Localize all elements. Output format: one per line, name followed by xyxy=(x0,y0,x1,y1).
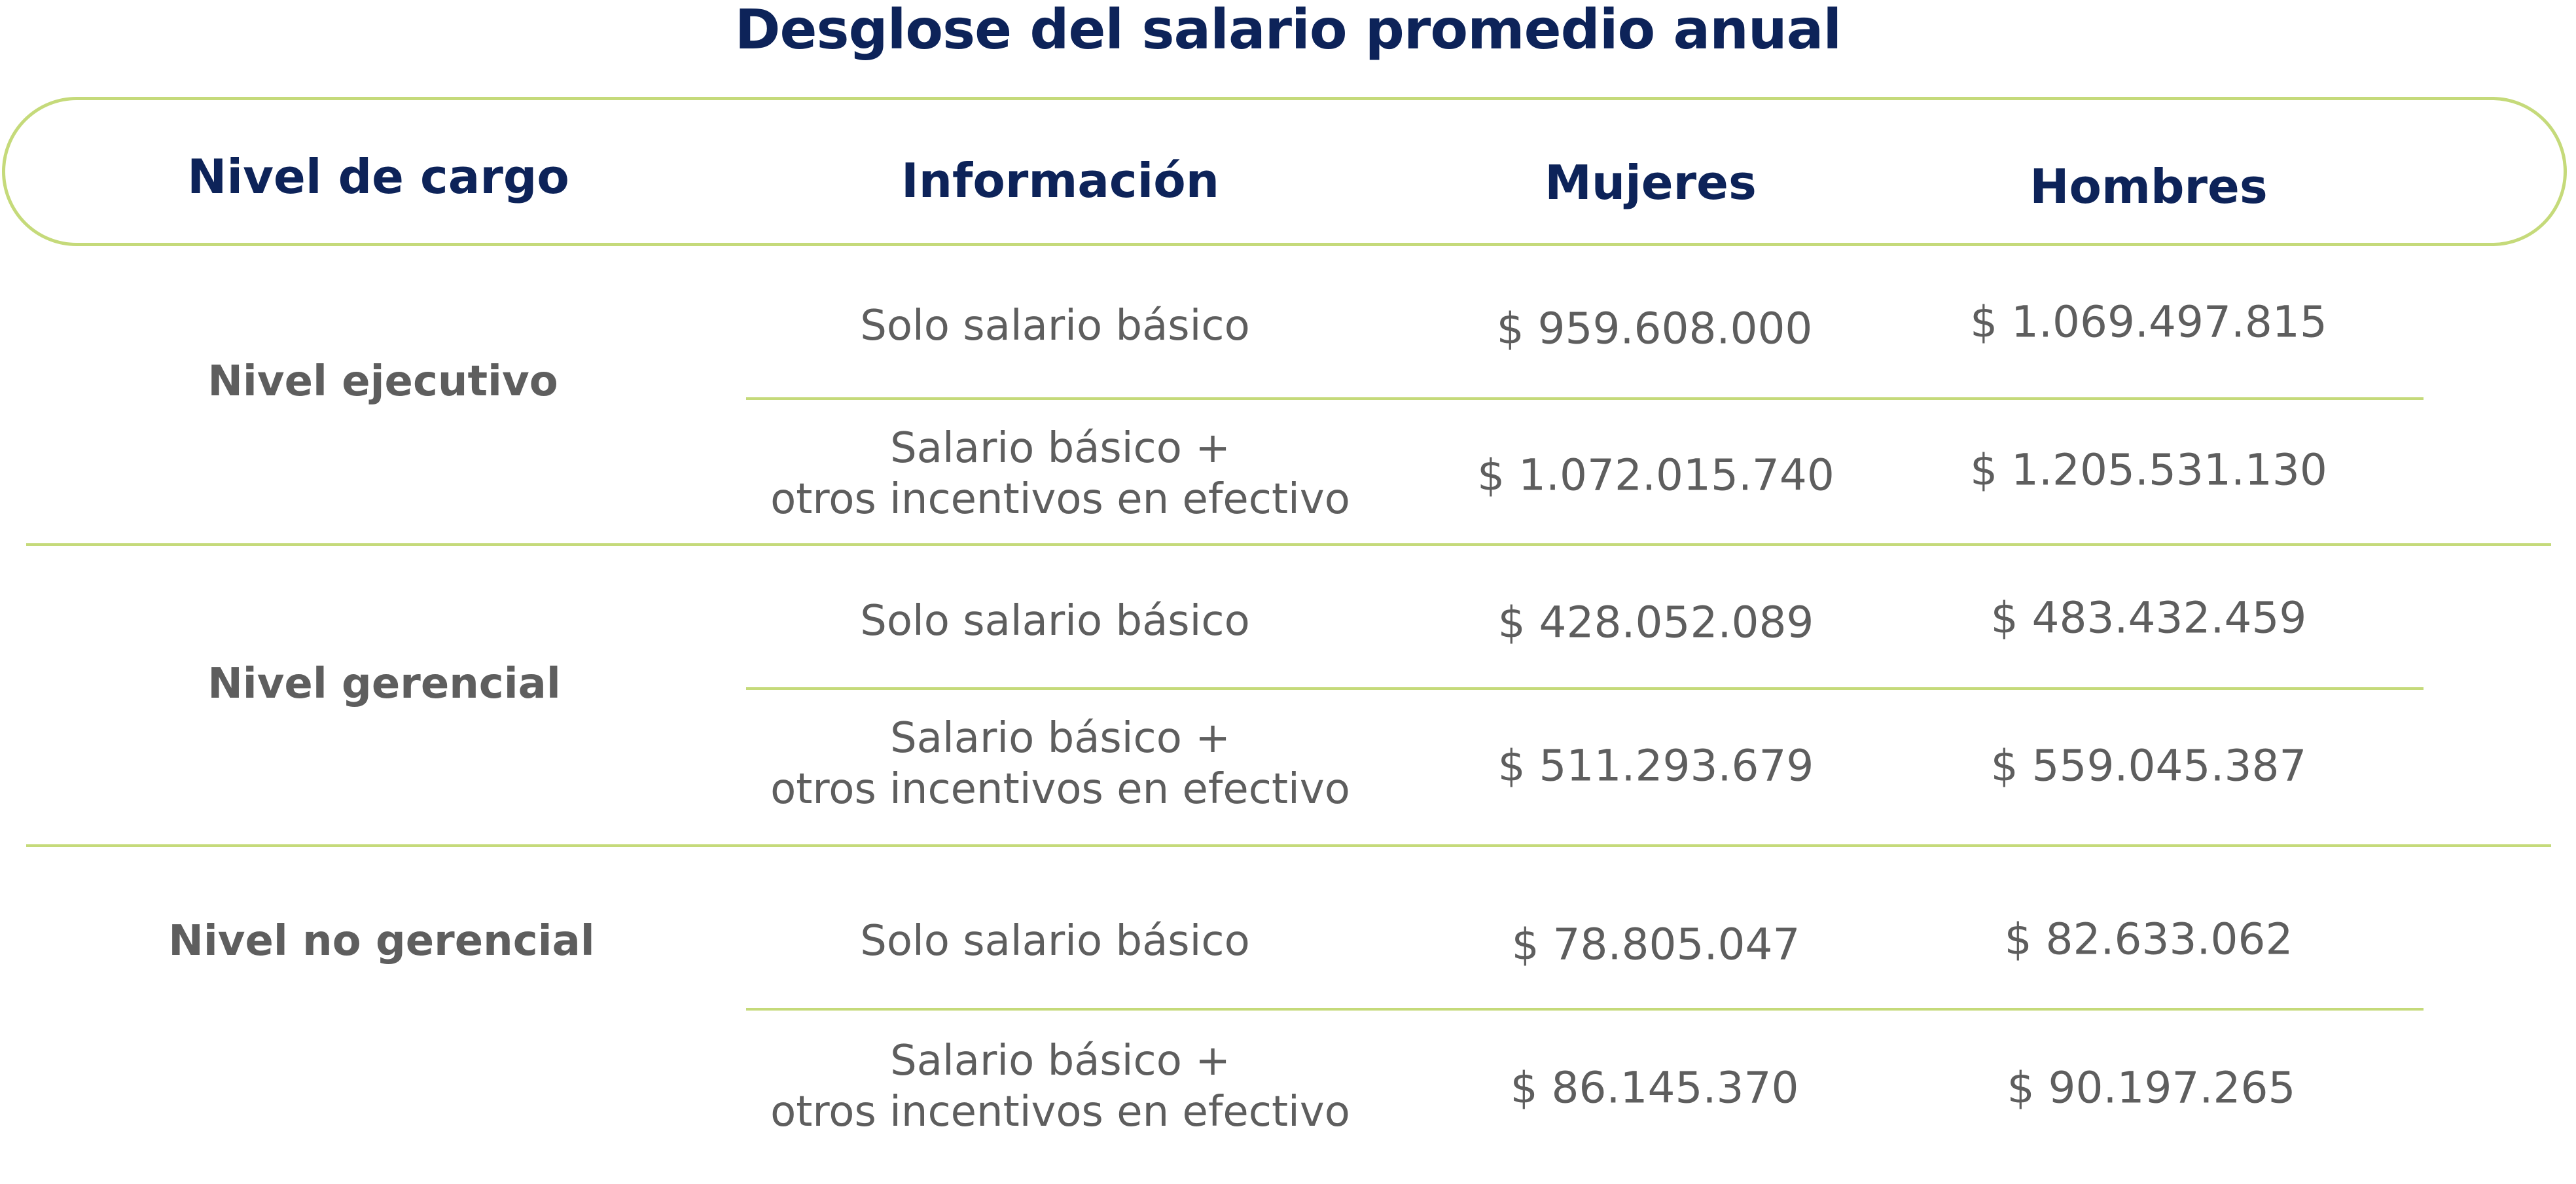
group-divider xyxy=(26,844,2551,847)
info-line: Solo salario básico xyxy=(860,302,1250,350)
men-amount: $ 1.069.497.815 xyxy=(1970,296,2327,348)
level-label-ejecutivo: Nivel ejecutivo xyxy=(207,357,558,406)
info-line: Salario básico + xyxy=(890,714,1230,762)
page-title: Desglose del salario promedio anual xyxy=(734,0,1842,62)
info-cell: Solo salario básico xyxy=(860,300,1250,351)
info-line: Salario básico + xyxy=(890,1037,1230,1085)
column-header-info: Información xyxy=(901,153,1220,208)
info-line: otros incentivos en efectivo xyxy=(770,1088,1350,1136)
women-amount: $ 86.145.370 xyxy=(1510,1062,1799,1113)
table-header-frame xyxy=(2,97,2567,246)
women-amount: $ 428.052.089 xyxy=(1497,597,1814,648)
info-line: Salario básico + xyxy=(890,424,1230,473)
info-cell: Salario básico + otros incentivos en efe… xyxy=(770,713,1350,815)
level-label-gerencial: Nivel gerencial xyxy=(207,660,561,708)
info-cell: Solo salario básico xyxy=(860,596,1250,647)
info-line: Solo salario básico xyxy=(860,597,1250,645)
men-amount: $ 1.205.531.130 xyxy=(1970,444,2327,495)
column-header-level: Nivel de cargo xyxy=(187,149,569,204)
level-label-no-gerencial: Nivel no gerencial xyxy=(168,917,595,965)
column-header-men: Hombres xyxy=(2030,159,2268,214)
column-header-women: Mujeres xyxy=(1545,155,1757,210)
women-amount: $ 959.608.000 xyxy=(1496,303,1813,354)
group-divider xyxy=(26,543,2551,546)
info-cell: Solo salario básico xyxy=(860,916,1250,967)
men-amount: $ 559.045.387 xyxy=(1990,740,2307,791)
info-line: Solo salario básico xyxy=(860,917,1250,965)
men-amount: $ 483.432.459 xyxy=(1990,592,2307,643)
info-line: otros incentivos en efectivo xyxy=(770,765,1350,814)
men-amount: $ 82.633.062 xyxy=(2004,914,2293,965)
women-amount: $ 78.805.047 xyxy=(1511,919,1800,970)
info-cell: Salario básico + otros incentivos en efe… xyxy=(770,423,1350,525)
men-amount: $ 90.197.265 xyxy=(2007,1062,2296,1113)
info-cell: Salario básico + otros incentivos en efe… xyxy=(770,1035,1350,1138)
row-divider xyxy=(746,687,2424,690)
row-divider xyxy=(746,397,2424,400)
row-divider xyxy=(746,1008,2424,1011)
women-amount: $ 511.293.679 xyxy=(1497,740,1814,791)
women-amount: $ 1.072.015.740 xyxy=(1477,450,1834,501)
info-line: otros incentivos en efectivo xyxy=(770,475,1350,524)
